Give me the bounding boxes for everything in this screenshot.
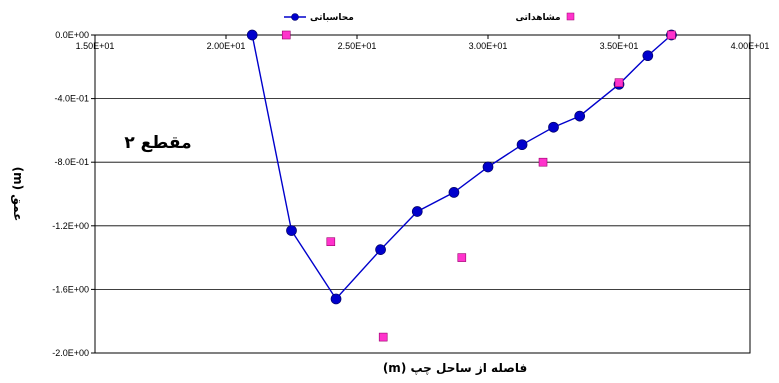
x-tick-label: 4.00E+01 [731,41,770,51]
observed-point [614,78,624,87]
x-tick-label: 2.50E+01 [338,41,377,51]
y-axis-title: عمق (m) [11,167,25,222]
computed-point [246,29,258,41]
y-tick-label: -2.0E+00 [52,348,89,358]
section-annotation: مقطع ۲ [124,133,191,153]
x-axis-ticks: 1.50E+01 2.00E+01 2.50E+01 3.00E+01 3.50E+01… [76,35,770,51]
computed-point [516,139,528,151]
computed-point [286,225,297,236]
computed-point [642,50,654,62]
legend-computed-marker [291,13,299,21]
computed-point [448,187,460,198]
x-tick-label: 3.50E+01 [600,41,639,51]
x-tick-label: 1.50E+01 [76,41,115,51]
computed-point [330,293,342,305]
y-tick-label: 0.0E+00 [55,30,89,40]
legend-observed-marker [566,12,575,21]
observed-point [667,30,676,40]
gridlines [95,98,750,290]
y-axis-ticks: 0.0E+00 -4.0E-01 -8.0E-01 -1.2E+00 -1.6E+00 -… [52,30,95,358]
x-tick-label: 2.00E+01 [207,41,246,51]
observed-point [281,30,291,40]
y-tick-label: -1.6E+00 [52,284,89,294]
y-tick-label: -1.2E+00 [52,221,89,231]
plot-area-frame [94,34,751,354]
computed-point [375,244,386,255]
computed-point [574,110,586,122]
x-axis-title: فاصله از ساحل چپ (m) [383,361,527,375]
legend-computed-label: محاسباتی [310,13,354,23]
observed-point [378,332,388,342]
x-tick-label: 3.00E+01 [469,41,508,51]
observed-point [457,253,467,262]
y-tick-label: -8.0E-01 [54,157,89,167]
computed-point [482,161,494,173]
legend-observed-label: مشاهداتی [515,13,560,23]
observed-point [538,157,548,167]
computed-point [548,121,559,133]
series-layer [246,29,677,342]
legend: محاسباتی مشاهداتی [284,12,575,23]
y-tick-label: -4.0E-01 [54,94,89,104]
observed-point [326,237,336,246]
computed-point [411,206,423,217]
